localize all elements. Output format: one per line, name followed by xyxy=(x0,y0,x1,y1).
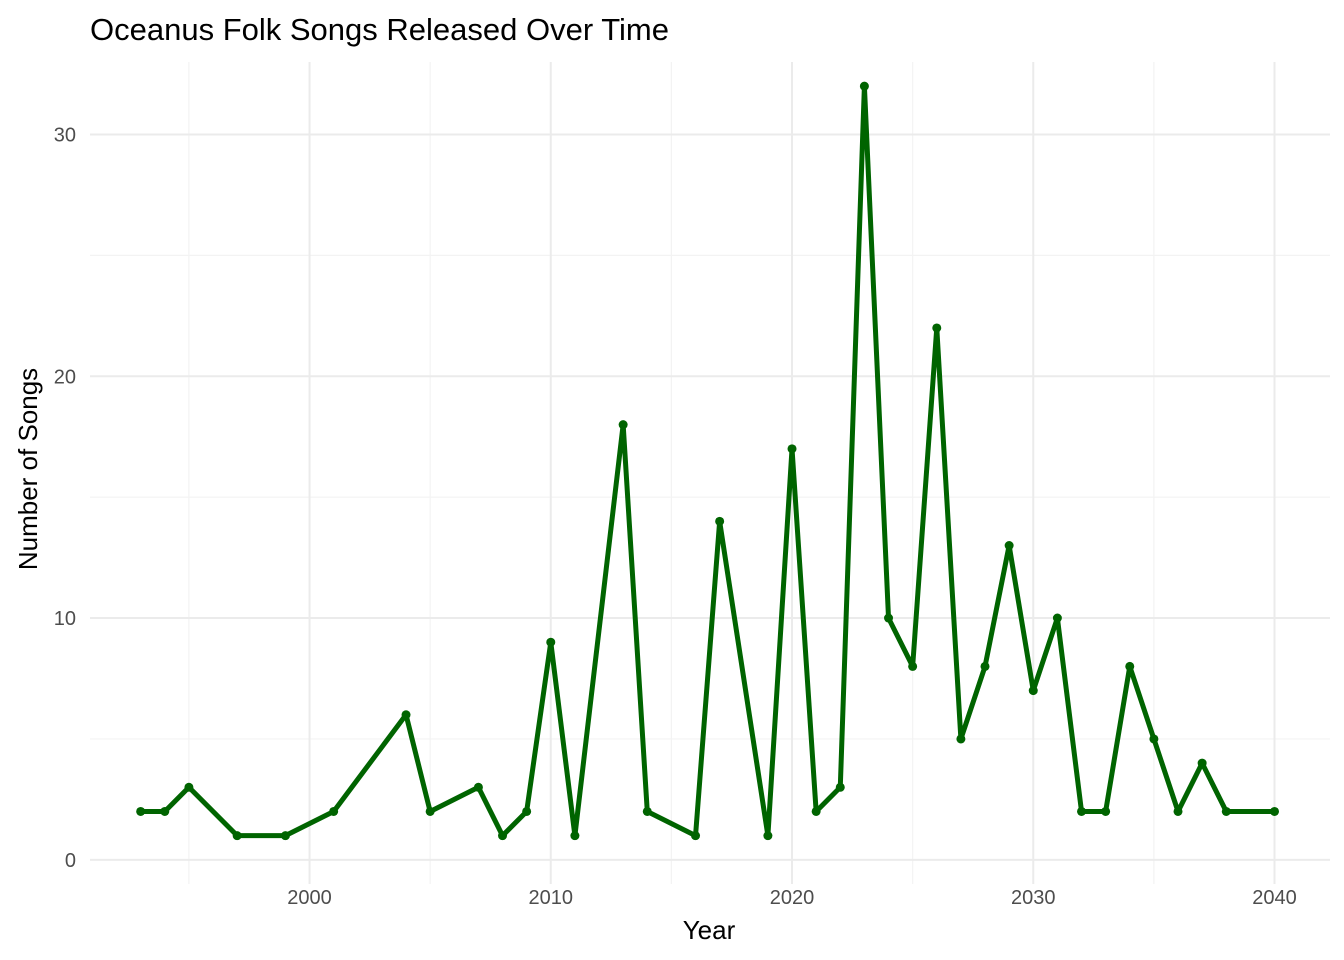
data-point xyxy=(835,782,845,792)
data-point xyxy=(1077,806,1087,816)
data-point xyxy=(1197,758,1207,768)
grid xyxy=(90,62,1330,884)
data-point xyxy=(1052,613,1062,623)
data-point xyxy=(811,806,821,816)
data-point xyxy=(642,806,652,816)
x-tick-label: 2030 xyxy=(1011,887,1056,909)
data-point xyxy=(1270,806,1280,816)
data-point xyxy=(232,831,242,841)
x-axis-title: Year xyxy=(683,915,736,945)
data-point xyxy=(280,831,290,841)
data-point xyxy=(691,831,701,841)
data-point xyxy=(136,806,146,816)
data-point xyxy=(522,806,532,816)
series-line xyxy=(138,83,1278,839)
x-tick-label: 2000 xyxy=(287,887,332,909)
data-point xyxy=(160,806,170,816)
data-point xyxy=(908,661,918,671)
data-point xyxy=(980,661,990,671)
y-tick-label: 0 xyxy=(65,850,76,872)
data-point xyxy=(763,831,773,841)
data-point xyxy=(401,710,411,720)
data-point xyxy=(329,806,339,816)
chart-title: Oceanus Folk Songs Released Over Time xyxy=(90,12,669,47)
data-point xyxy=(1149,734,1159,744)
y-tick-label: 10 xyxy=(54,608,76,630)
data-point xyxy=(956,734,966,744)
y-tick-label: 30 xyxy=(54,125,76,147)
x-tick-label: 2020 xyxy=(770,887,815,909)
data-point xyxy=(1028,686,1038,696)
data-point xyxy=(787,444,797,454)
data-point xyxy=(570,831,580,841)
data-point xyxy=(473,782,483,792)
x-tick-label: 2040 xyxy=(1252,887,1297,909)
y-axis-title: Number of Songs xyxy=(13,368,43,570)
data-point xyxy=(425,806,435,816)
data-point xyxy=(932,323,942,333)
data-point xyxy=(1101,806,1111,816)
data-point xyxy=(618,420,628,430)
data-point xyxy=(1004,541,1014,551)
data-point xyxy=(184,782,194,792)
data-point xyxy=(1221,806,1231,816)
y-tick-label: 20 xyxy=(54,366,76,388)
data-point xyxy=(1173,806,1183,816)
x-tick-label: 2010 xyxy=(529,887,574,909)
x-tick-labels: 2000 2010 2020 2030 2040 xyxy=(287,887,1296,909)
data-point xyxy=(884,613,894,623)
data-point xyxy=(1125,661,1135,671)
data-point xyxy=(498,831,508,841)
series-points-group xyxy=(136,81,1280,841)
y-tick-labels: 0 10 20 30 xyxy=(54,125,76,872)
data-point xyxy=(715,516,725,526)
data-point xyxy=(859,81,869,91)
data-point xyxy=(546,637,556,647)
series-line-group xyxy=(138,83,1278,839)
